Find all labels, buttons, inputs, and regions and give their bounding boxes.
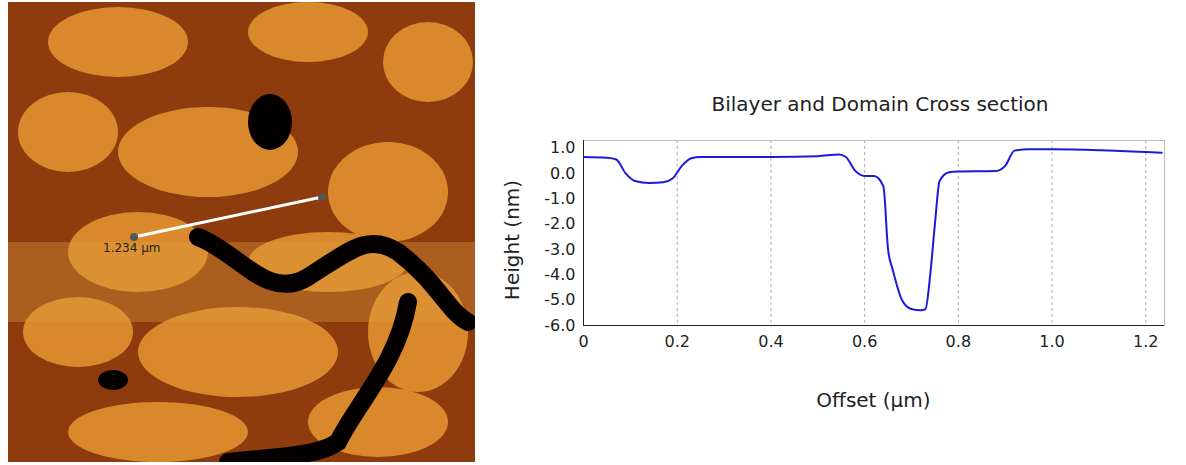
html-text:Height (nm): Height (nm) — [500, 179, 524, 301]
svg-text:0.4: 0.4 — [758, 332, 783, 351]
svg-text:0: 0 — [578, 332, 588, 351]
svg-text:-2.0: -2.0 — [544, 214, 575, 233]
svg-text:1.0: 1.0 — [550, 138, 575, 157]
svg-text:0.8: 0.8 — [946, 332, 971, 351]
svg-text:1.0: 1.0 — [1039, 332, 1064, 351]
svg-text:1.2: 1.2 — [1133, 332, 1158, 351]
svg-text:0.6: 0.6 — [852, 332, 877, 351]
html-text:Offset (µm): Offset (µm) — [816, 388, 931, 412]
svg-text:-6.0: -6.0 — [544, 316, 575, 335]
svg-text:-4.0: -4.0 — [544, 265, 575, 284]
svg-text:-1.0: -1.0 — [544, 189, 575, 208]
svg-text:-3.0: -3.0 — [544, 240, 575, 259]
svg-text:0.0: 0.0 — [550, 164, 575, 183]
html-text:Bilayer and Domain Cross secti: Bilayer and Domain Cross section — [711, 92, 1049, 116]
svg-text:1.234 µm: 1.234 µm — [103, 241, 161, 255]
svg-text:-5.0: -5.0 — [544, 290, 575, 309]
svg-text:0.2: 0.2 — [664, 332, 689, 351]
